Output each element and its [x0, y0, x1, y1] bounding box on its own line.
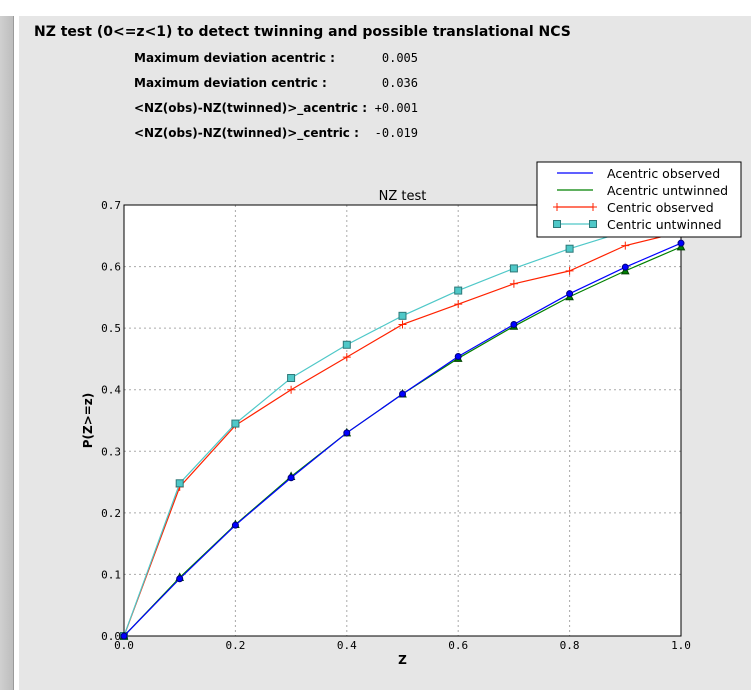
data-point: [454, 286, 463, 295]
y-tick-label: 0.4: [101, 384, 121, 397]
data-point: [231, 521, 239, 529]
stat-label: <NZ(obs)-NZ(twinned)>_centric :: [134, 126, 359, 140]
section-title: NZ test (0<=z<1) to detect twinning and …: [34, 24, 571, 40]
data-point: [342, 340, 351, 349]
x-tick-label: 0.2: [225, 639, 245, 652]
x-tick-label: 0.4: [337, 639, 357, 652]
data-point: [287, 474, 295, 482]
data-point: [120, 632, 128, 640]
data-point: [342, 353, 351, 362]
data-point: [677, 239, 685, 247]
data-point: [175, 479, 184, 488]
x-tick-label: 1.0: [671, 639, 691, 652]
data-point: [565, 244, 574, 253]
stat-label: <NZ(obs)-NZ(twinned)>_acentric :: [134, 101, 367, 115]
data-point: [509, 264, 518, 273]
data-point: [287, 374, 296, 383]
y-tick-label: 0.0: [101, 630, 121, 643]
plot-area: [124, 205, 681, 636]
data-point: [287, 385, 296, 394]
stat-value: -0.019: [374, 126, 418, 140]
y-tick-label: 0.7: [101, 199, 121, 212]
y-tick-label: 0.1: [101, 568, 121, 581]
data-point: [565, 266, 574, 275]
stat-label: Maximum deviation centric :: [134, 76, 327, 90]
legend-label: Acentric untwinned: [607, 183, 728, 198]
legend-marker: [553, 203, 561, 211]
data-point: [343, 429, 351, 437]
legend-marker: [589, 203, 597, 211]
stat-value: 0.005: [381, 51, 418, 65]
legend-label: Acentric observed: [607, 166, 720, 181]
y-tick-label: 0.2: [101, 507, 121, 520]
legend-label: Centric untwinned: [607, 217, 722, 232]
x-tick-label: 0.0: [114, 639, 134, 652]
stat-label: Maximum deviation acentric :: [134, 51, 335, 65]
legend-label: Centric observed: [607, 200, 714, 215]
data-point: [510, 320, 518, 328]
stat-value: 0.036: [381, 76, 418, 90]
data-point: [454, 300, 463, 309]
legend-marker: [589, 220, 597, 228]
chart-title: NZ test: [379, 189, 427, 204]
legend-marker: [553, 220, 561, 228]
data-point: [176, 575, 184, 583]
x-axis-label: Z: [398, 653, 407, 667]
data-point: [566, 290, 574, 298]
data-point: [399, 390, 406, 398]
data-point: [454, 352, 462, 360]
data-point: [398, 320, 407, 329]
stat-value: +0.001: [374, 101, 418, 115]
x-tick-label: 0.8: [560, 639, 580, 652]
y-tick-label: 0.6: [101, 261, 121, 274]
x-tick-label: 0.6: [448, 639, 468, 652]
y-tick-label: 0.3: [101, 445, 121, 458]
y-axis-label: P(Z>=z): [81, 393, 95, 449]
scrollbar[interactable]: [0, 16, 14, 690]
data-point: [621, 241, 630, 250]
data-point: [621, 263, 629, 271]
data-point: [398, 311, 407, 320]
data-point: [231, 419, 240, 428]
plot-frame: [123, 204, 682, 637]
y-tick-label: 0.5: [101, 322, 121, 335]
data-point: [509, 279, 518, 288]
